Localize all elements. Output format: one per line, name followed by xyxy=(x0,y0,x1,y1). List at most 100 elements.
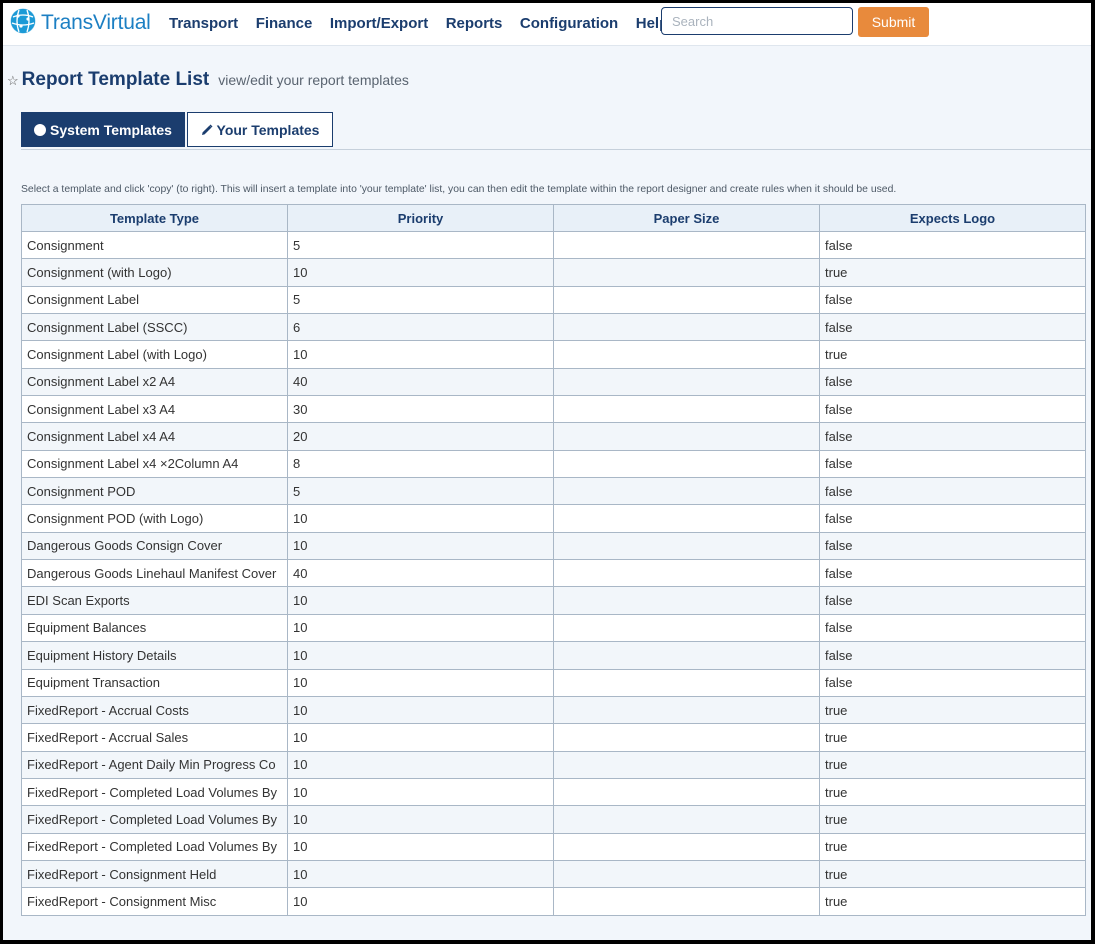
cell-priority: 10 xyxy=(287,531,554,561)
cell-template-type: FixedReport - Consignment Misc xyxy=(21,887,288,916)
cell-template-type: FixedReport - Completed Load Volumes By xyxy=(21,805,288,834)
menu-finance[interactable]: Finance xyxy=(255,15,313,32)
table-row[interactable]: FixedReport - Accrual Sales 10 true xyxy=(21,723,1086,752)
cell-priority: 10 xyxy=(287,695,554,725)
table-row[interactable]: Consignment Label x4 ×2Column A4 8 false xyxy=(21,449,1086,479)
main-content: ☆ Report Template List view/edit your re… xyxy=(3,46,1091,940)
table-row[interactable]: EDI Scan Exports 10 false xyxy=(21,586,1086,615)
cell-priority: 5 xyxy=(287,230,554,260)
column-header-expects-logo[interactable]: Expects Logo xyxy=(819,204,1086,232)
menu-transport[interactable]: Transport xyxy=(169,15,239,32)
table-row[interactable]: FixedReport - Consignment Misc 10 true xyxy=(21,887,1086,916)
cell-priority: 10 xyxy=(287,504,554,533)
cell-template-type: Dangerous Goods Linehaul Manifest Cover xyxy=(21,559,288,588)
column-header-priority[interactable]: Priority xyxy=(287,204,554,232)
cell-paper-size xyxy=(553,285,820,315)
table-row[interactable]: Dangerous Goods Linehaul Manifest Cover 4… xyxy=(21,559,1086,588)
table-row[interactable]: FixedReport - Completed Load Volumes By 1… xyxy=(21,777,1086,807)
cell-expects-logo: false xyxy=(819,313,1086,342)
pencil-icon xyxy=(201,124,213,136)
cell-paper-size xyxy=(553,750,820,779)
cell-paper-size xyxy=(553,422,820,451)
cell-priority: 30 xyxy=(287,395,554,424)
cell-template-type: Equipment History Details xyxy=(21,641,288,670)
table-header-row: Template Type Priority Paper Size Expect… xyxy=(21,204,1086,232)
search-input[interactable] xyxy=(661,7,853,35)
cell-expects-logo: true xyxy=(819,340,1086,369)
menu-reports[interactable]: Reports xyxy=(445,15,503,32)
table-row[interactable]: Equipment History Details 10 false xyxy=(21,641,1086,670)
cell-expects-logo: false xyxy=(819,230,1086,260)
brand-name-part-1: Trans xyxy=(41,11,93,34)
cell-template-type: Consignment Label xyxy=(21,285,288,315)
cell-expects-logo: false xyxy=(819,477,1086,506)
cell-template-type: Consignment Label x4 A4 xyxy=(21,422,288,451)
table-row[interactable]: FixedReport - Completed Load Volumes By 1… xyxy=(21,832,1086,861)
table-row[interactable]: Dangerous Goods Consign Cover 10 false xyxy=(21,531,1086,561)
table-row[interactable]: Consignment (with Logo) 10 true xyxy=(21,258,1086,287)
cell-template-type: Consignment POD xyxy=(21,477,288,506)
table-row[interactable]: Consignment POD 5 false xyxy=(21,477,1086,506)
table-row[interactable]: Consignment Label 5 false xyxy=(21,285,1086,315)
cell-priority: 40 xyxy=(287,559,554,588)
cell-template-type: Equipment Balances xyxy=(21,613,288,643)
tab-your-templates[interactable]: Your Templates xyxy=(187,112,333,147)
cell-expects-logo: false xyxy=(819,531,1086,561)
table-row[interactable]: FixedReport - Accrual Costs 10 true xyxy=(21,695,1086,725)
table-row[interactable]: FixedReport - Consignment Held 10 true xyxy=(21,859,1086,889)
cell-paper-size xyxy=(553,695,820,725)
table-row[interactable]: FixedReport - Agent Daily Min Progress C… xyxy=(21,750,1086,779)
column-header-template-type[interactable]: Template Type xyxy=(21,204,288,232)
page-subtitle: view/edit your report templates xyxy=(218,72,409,88)
cell-paper-size xyxy=(553,230,820,260)
tab-label: Your Templates xyxy=(216,121,320,138)
cell-paper-size xyxy=(553,641,820,670)
cell-expects-logo: true xyxy=(819,258,1086,287)
table-row[interactable]: Consignment 5 false xyxy=(21,230,1086,260)
table-row[interactable]: Equipment Balances 10 false xyxy=(21,613,1086,643)
cell-expects-logo: false xyxy=(819,285,1086,315)
menu-configuration[interactable]: Configuration xyxy=(519,15,619,32)
table-row[interactable]: Consignment Label x4 A4 20 false xyxy=(21,422,1086,451)
cell-priority: 10 xyxy=(287,641,554,670)
cell-priority: 10 xyxy=(287,613,554,643)
column-header-paper-size[interactable]: Paper Size xyxy=(553,204,820,232)
cell-expects-logo: true xyxy=(819,887,1086,916)
cell-priority: 10 xyxy=(287,832,554,861)
cell-template-type: Consignment Label (SSCC) xyxy=(21,313,288,342)
cell-expects-logo: false xyxy=(819,367,1086,397)
cell-expects-logo: false xyxy=(819,586,1086,615)
tab-system-templates[interactable]: System Templates xyxy=(21,112,185,147)
table-row[interactable]: Consignment Label (with Logo) 10 true xyxy=(21,340,1086,369)
cell-expects-logo: true xyxy=(819,859,1086,889)
menu-import-export[interactable]: Import/Export xyxy=(329,15,429,32)
cell-expects-logo: false xyxy=(819,613,1086,643)
table-row[interactable]: Consignment Label x3 A4 30 false xyxy=(21,395,1086,424)
cell-template-type: FixedReport - Completed Load Volumes By xyxy=(21,777,288,807)
circle-icon xyxy=(34,123,47,136)
cell-paper-size xyxy=(553,504,820,533)
cell-paper-size xyxy=(553,723,820,752)
cell-paper-size xyxy=(553,559,820,588)
cell-expects-logo: true xyxy=(819,832,1086,861)
submit-button[interactable]: Submit xyxy=(858,7,929,37)
cell-priority: 40 xyxy=(287,367,554,397)
cell-template-type: FixedReport - Agent Daily Min Progress C… xyxy=(21,750,288,779)
table-row[interactable]: Consignment Label (SSCC) 6 false xyxy=(21,313,1086,342)
table-row[interactable]: Consignment POD (with Logo) 10 false xyxy=(21,504,1086,533)
main-menu: Transport Finance Import/Export Reports … xyxy=(169,15,686,32)
table-row[interactable]: Consignment Label x2 A4 40 false xyxy=(21,367,1086,397)
star-outline-icon[interactable]: ☆ xyxy=(7,73,19,88)
table-row[interactable]: Equipment Transaction 10 false xyxy=(21,668,1086,697)
cell-priority: 10 xyxy=(287,723,554,752)
brand-logo[interactable]: TransVirtual xyxy=(9,7,151,38)
cell-expects-logo: false xyxy=(819,668,1086,697)
templates-table: Template Type Priority Paper Size Expect… xyxy=(21,204,1086,916)
cell-expects-logo: false xyxy=(819,504,1086,533)
menu-help[interactable]: Help xyxy=(635,15,669,32)
top-navbar: TransVirtual Transport Finance Import/Ex… xyxy=(3,3,1091,46)
tab-label: System Templates xyxy=(50,121,172,138)
table-row[interactable]: FixedReport - Completed Load Volumes By 1… xyxy=(21,805,1086,834)
cell-paper-size xyxy=(553,449,820,479)
